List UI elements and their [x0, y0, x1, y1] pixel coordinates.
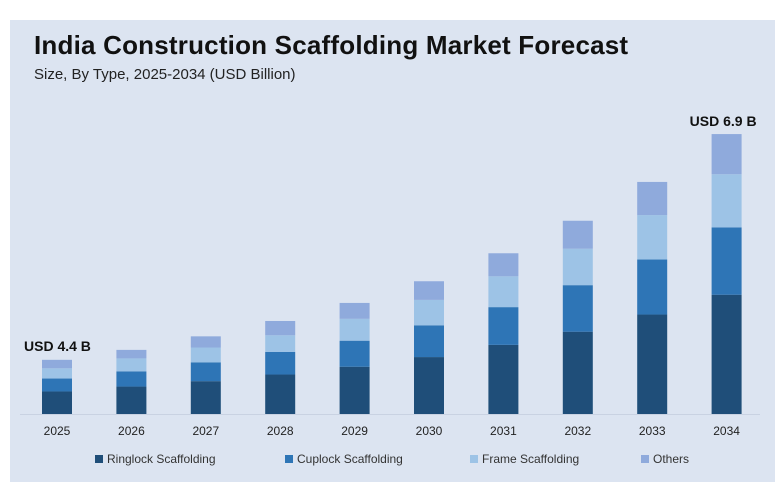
total-value-label: USD 6.9 B	[690, 113, 757, 129]
bar-segment-2025-cuplock-scaffolding	[42, 378, 72, 392]
bar-segment-2031-ringlock-scaffolding	[488, 344, 519, 414]
x-tick-label: 2027	[192, 424, 219, 438]
bar-segment-2031-frame-scaffolding	[488, 276, 519, 308]
bar-segment-2029-frame-scaffolding	[339, 318, 370, 341]
bar-segment-2028-others	[265, 320, 296, 336]
bar-segment-2034-ringlock-scaffolding	[711, 294, 742, 414]
bar-segment-2032-cuplock-scaffolding	[562, 285, 593, 332]
bar-segment-2028-frame-scaffolding	[265, 335, 296, 352]
bar-segment-2027-frame-scaffolding	[190, 347, 221, 363]
x-tick-label: 2033	[639, 424, 666, 438]
x-tick-label: 2025	[44, 424, 71, 438]
x-tick-label: 2029	[341, 424, 368, 438]
bar-segment-2033-cuplock-scaffolding	[637, 259, 668, 315]
bar-segment-2034-frame-scaffolding	[711, 174, 742, 228]
x-tick-label: 2032	[564, 424, 591, 438]
x-tick-label: 2028	[267, 424, 294, 438]
bar-segment-2028-ringlock-scaffolding	[265, 374, 296, 414]
bar-segment-2025-ringlock-scaffolding	[42, 391, 72, 414]
bar-segment-2031-others	[488, 253, 519, 277]
bar-segment-2025-frame-scaffolding	[42, 368, 72, 379]
legend-swatch	[470, 455, 478, 463]
legend-item: Cuplock Scaffolding	[285, 452, 403, 466]
bar-segment-2030-frame-scaffolding	[414, 299, 444, 326]
bar-segment-2029-cuplock-scaffolding	[339, 340, 370, 367]
bar-segment-2033-others	[637, 181, 668, 216]
legend-label: Cuplock Scaffolding	[297, 452, 403, 466]
bar-segment-2030-cuplock-scaffolding	[414, 325, 444, 358]
bar-segment-2030-others	[414, 281, 444, 300]
bar-segment-2030-ringlock-scaffolding	[414, 357, 444, 414]
bar-segment-2033-ringlock-scaffolding	[637, 314, 668, 414]
bar-segment-2032-others	[562, 220, 593, 249]
bar-segment-2028-cuplock-scaffolding	[265, 351, 296, 375]
legend-label: Others	[653, 452, 690, 466]
legend-label: Ringlock Scaffolding	[107, 452, 216, 466]
bar-segment-2032-frame-scaffolding	[562, 248, 593, 286]
legend-swatch	[285, 455, 293, 463]
bar-segment-2033-frame-scaffolding	[637, 215, 668, 260]
bar-segment-2026-cuplock-scaffolding	[116, 371, 147, 387]
bar-segment-2027-others	[190, 336, 221, 348]
bar-segment-2025-others	[42, 359, 72, 369]
legend-item: Others	[641, 452, 689, 466]
legend-label: Frame Scaffolding	[482, 452, 580, 466]
bar-segment-2034-others	[711, 134, 742, 175]
x-tick-label: 2034	[713, 424, 740, 438]
legend-item: Ringlock Scaffolding	[95, 452, 216, 466]
chart-subtitle: Size, By Type, 2025-2034 (USD Billion)	[34, 66, 296, 83]
legend-item: Frame Scaffolding	[470, 452, 579, 466]
bar-segment-2031-cuplock-scaffolding	[488, 307, 519, 345]
bar-segment-2029-others	[339, 302, 370, 319]
bar-segment-2026-frame-scaffolding	[116, 358, 147, 372]
chart-title: India Construction Scaffolding Market Fo…	[34, 30, 629, 60]
total-value-label: USD 4.4 B	[24, 338, 91, 354]
bar-segment-2034-cuplock-scaffolding	[711, 227, 742, 295]
bar-segment-2027-cuplock-scaffolding	[190, 362, 221, 382]
bar-segment-2032-ringlock-scaffolding	[562, 331, 593, 414]
bar-segment-2026-others	[116, 349, 147, 359]
bar-segment-2026-ringlock-scaffolding	[116, 386, 147, 414]
bar-segment-2029-ringlock-scaffolding	[339, 366, 370, 414]
x-tick-label: 2030	[416, 424, 443, 438]
x-tick-label: 2026	[118, 424, 145, 438]
legend-swatch	[641, 455, 649, 463]
legend-swatch	[95, 455, 103, 463]
bar-segment-2027-ringlock-scaffolding	[190, 381, 221, 414]
x-tick-label: 2031	[490, 424, 517, 438]
